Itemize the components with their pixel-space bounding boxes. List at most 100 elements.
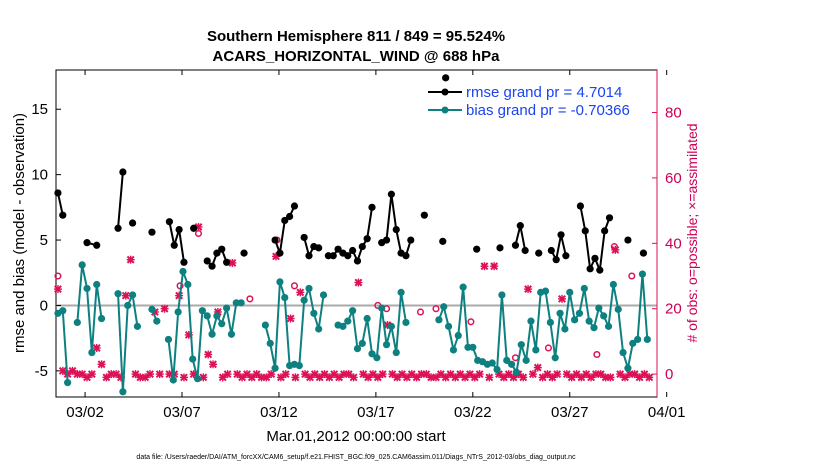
bias-point (600, 312, 608, 320)
bias-point (203, 312, 211, 320)
bias-point (227, 330, 236, 338)
obs-assimilated-point (533, 363, 542, 372)
bias-point (454, 331, 462, 340)
obs-assimilated-point (567, 373, 576, 382)
obs-assimilated-point (223, 370, 232, 379)
obs-possible-point (416, 308, 425, 316)
obs-assimilated-point (635, 373, 644, 382)
bias-point (315, 325, 323, 333)
obs-assimilated-point (58, 366, 67, 375)
rmse-point (382, 236, 391, 244)
series-layer (53, 74, 654, 396)
obs-assimilated-point (296, 288, 305, 297)
obs-assimilated-point (470, 373, 479, 382)
y-tick-label: 0 (40, 297, 48, 314)
rmse-point (175, 225, 183, 234)
rmse-point (240, 249, 248, 257)
y2-tick-label: 40 (665, 235, 682, 252)
rmse-point (605, 214, 614, 222)
obs-assimilated-point (146, 370, 155, 379)
rmse-point (218, 245, 226, 253)
rmse-point (344, 252, 352, 260)
obs-possible-point (194, 229, 203, 238)
bias-point (571, 316, 579, 324)
obs-assimilated-point (160, 304, 169, 313)
bias-point (614, 305, 622, 313)
bias-point (575, 309, 584, 317)
bias-point (363, 314, 371, 323)
rmse-point (562, 252, 570, 260)
obs-assimilated-point (349, 373, 358, 382)
bias-point (566, 288, 574, 296)
obs-assimilated-point (480, 262, 489, 271)
rmse-point (591, 254, 599, 262)
obs-assimilated-point (368, 370, 377, 379)
bias-point (78, 261, 86, 269)
bias-point (585, 317, 593, 325)
obs-possible-point (544, 344, 552, 352)
rmse-point (59, 211, 67, 219)
bias-point (164, 335, 173, 344)
rmse-point (496, 244, 504, 252)
x-tick-label: 03/12 (260, 404, 298, 421)
bias-point (133, 322, 142, 330)
obs-assimilated-point (344, 370, 353, 379)
y2-tick-label: 20 (665, 301, 682, 318)
obs-possible-point (246, 295, 254, 303)
rmse-point (271, 236, 279, 244)
obs-assimilated-point (281, 370, 290, 379)
bias-point (382, 341, 391, 349)
rmse-point (276, 249, 284, 257)
rmse-point (601, 227, 609, 235)
y-tick-label: 15 (31, 101, 48, 118)
bias-point (73, 318, 81, 327)
bias-point (184, 280, 192, 289)
x-tick-label: 03/22 (454, 404, 492, 421)
obs-assimilated-point (553, 370, 562, 379)
bias-point (488, 359, 496, 367)
bias-point (590, 324, 598, 332)
rmse-point (148, 228, 156, 236)
obs-assimilated-point (630, 370, 639, 379)
x-tick-label: 04/01 (648, 404, 686, 421)
obs-assimilated-point (558, 294, 567, 303)
obs-assimilated-point (388, 370, 397, 379)
obs-assimilated-point (485, 373, 494, 382)
obs-assimilated-point (538, 373, 547, 382)
bias-point (402, 318, 410, 327)
rmse-point (358, 242, 366, 251)
rmse-point (639, 249, 648, 257)
rmse-point (521, 246, 529, 255)
rmse-point (315, 244, 323, 252)
bias-point (218, 320, 226, 328)
rmse-point (119, 168, 127, 176)
rmse-point (511, 241, 520, 249)
rmse-point (114, 224, 122, 232)
bias-point (527, 317, 535, 325)
legend: rmse grand pr = 4.7014 bias grand pr = -… (428, 84, 630, 119)
bias-point (179, 267, 187, 276)
obs-assimilated-point (325, 373, 334, 382)
obs-assimilated-point (519, 373, 528, 382)
obs-possible-point (610, 243, 618, 251)
rmse-point (596, 266, 604, 274)
obs-possible-point (593, 350, 601, 359)
bias-point (595, 304, 603, 312)
bias-point (339, 322, 347, 330)
rmse-point (547, 246, 555, 255)
rmse-point (329, 252, 337, 260)
bias-point (119, 388, 127, 396)
bias-point (469, 343, 477, 351)
obs-assimilated-point (126, 255, 135, 264)
rmse-point (190, 224, 198, 232)
bias-point (174, 308, 182, 316)
rmse-point (353, 257, 362, 265)
bias-point (498, 291, 506, 299)
bias-point (444, 322, 453, 330)
obs-assimilated-point (562, 370, 571, 379)
bias-point (604, 322, 613, 330)
bias-point (634, 335, 642, 344)
obs-assimilated-point (92, 343, 101, 352)
bias-point (368, 350, 376, 358)
obs-assimilated-point (461, 373, 470, 382)
